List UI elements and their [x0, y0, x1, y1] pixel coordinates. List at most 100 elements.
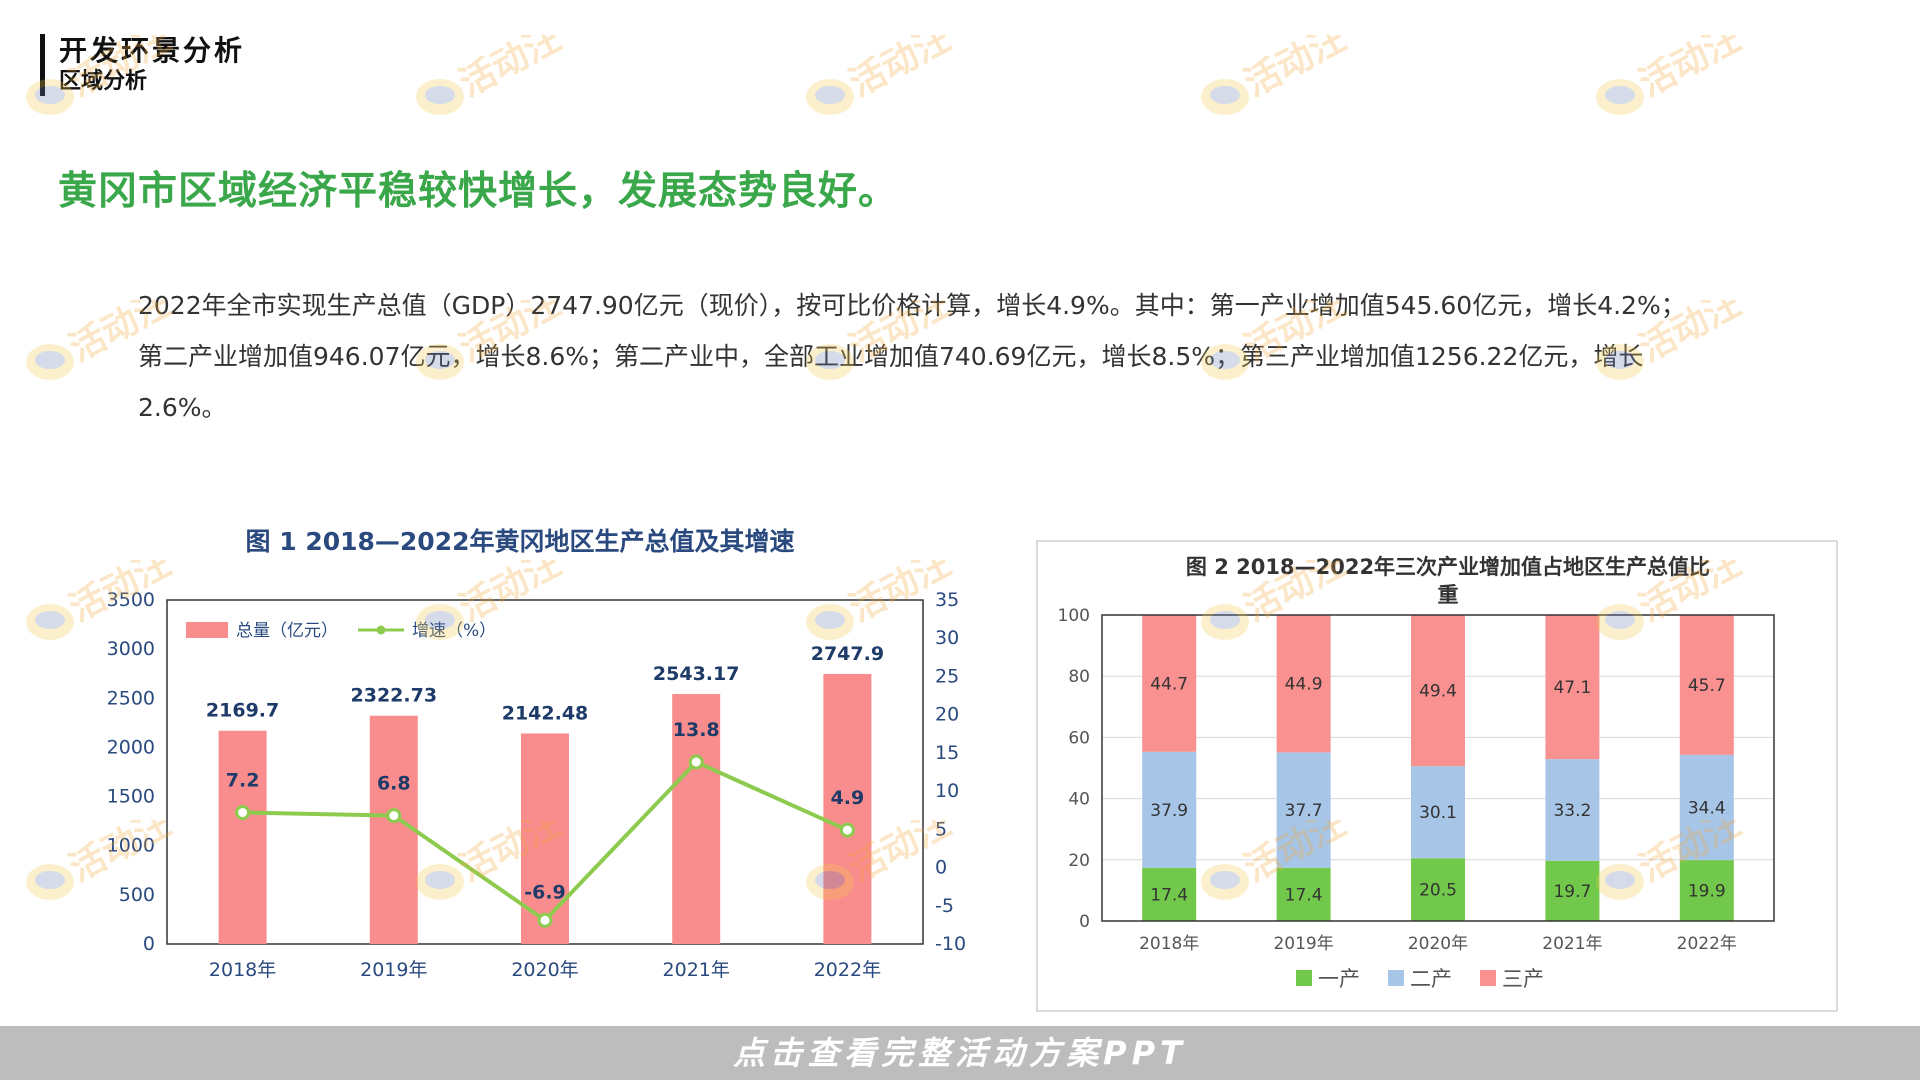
section-header: 开发环景分析 区域分析	[40, 34, 245, 96]
share-segment	[1411, 615, 1465, 767]
left-tick-label: 1000	[107, 835, 155, 857]
gdp-chart: 图 1 2018—2022年黄冈地区生产总值及其增速 0 500 1000 1500 2…	[107, 527, 966, 981]
y-tick-label: 0	[1079, 912, 1090, 932]
share-segment	[1545, 860, 1600, 921]
growth-point	[235, 805, 251, 821]
growth-point	[839, 822, 855, 838]
legend-label: 三产	[1502, 967, 1544, 991]
left-tick-label: 1500	[107, 786, 155, 808]
x-tick-label: 2021年	[1542, 934, 1602, 954]
gdp-value-label: 2169.7	[206, 700, 279, 722]
x-tick-label: 2020年	[1408, 934, 1468, 954]
share-value-label: 17.4	[1285, 885, 1323, 905]
gdp-bar	[369, 715, 418, 944]
chart2-y-axis: 0 20 40 60 80 100	[1058, 606, 1090, 932]
chart2-bars: 17.4 37.9 44.7 17.4 37.7 44.9 20.5 30.1 49.4 19.7…	[1142, 615, 1734, 921]
share-segment	[1276, 615, 1331, 753]
growth-value-label: 4.9	[831, 787, 865, 809]
share-value-label: 44.7	[1150, 674, 1188, 694]
legend-swatch	[1296, 970, 1312, 986]
x-tick-label: 2021年	[663, 959, 730, 981]
svg-text:活动汪: 活动汪	[453, 35, 568, 105]
right-tick-label: -10	[935, 933, 966, 955]
right-tick-label: 30	[935, 627, 959, 649]
watermark: 活动汪	[410, 18, 600, 134]
share-value-label: 44.9	[1285, 675, 1323, 695]
share-segment	[1679, 615, 1734, 755]
right-tick-label: 20	[935, 704, 959, 726]
legend-line-marker	[376, 625, 386, 635]
share-value-label: 17.4	[1150, 885, 1188, 905]
y-tick-label: 40	[1068, 790, 1090, 810]
share-segment	[1545, 615, 1600, 760]
x-tick-label: 2018年	[209, 959, 276, 981]
body-line: 2022年全市实现生产总值（GDP）2747.90亿元（现价），按可比价格计算，…	[138, 291, 1686, 320]
y-tick-label: 80	[1068, 667, 1090, 687]
watermark: 活动汪	[800, 18, 990, 134]
gdp-value-label: 2747.9	[811, 643, 884, 665]
left-tick-label: 2000	[107, 736, 155, 758]
legend-label: 二产	[1410, 967, 1452, 991]
section-title: 开发环景分析	[59, 34, 246, 67]
view-full-plan-banner[interactable]: 点击查看完整活动方案PPT	[0, 1026, 1920, 1080]
legend-swatch	[1480, 970, 1496, 986]
chart1-x-axis: 2018年 2019年 2020年 2021年 2022年	[209, 959, 881, 981]
gdp-value-label: 2543.17	[653, 663, 740, 685]
share-value-label: 33.2	[1553, 801, 1591, 821]
share-value-label: 47.1	[1553, 678, 1591, 698]
legend-bar-label: 总量（亿元）	[236, 621, 338, 641]
body-paragraph: 2022年全市实现生产总值（GDP）2747.90亿元（现价），按可比价格计算，…	[138, 280, 1788, 433]
share-segment	[1276, 752, 1331, 868]
left-tick-label: 3500	[107, 589, 155, 611]
chart2-x-axis: 2018年 2019年 2020年 2021年 2022年	[1139, 934, 1737, 954]
legend-swatch	[1388, 970, 1404, 986]
section-subtitle: 区域分析	[59, 69, 148, 94]
share-segment	[1545, 759, 1600, 861]
chart1-legend: 总量（亿元） 增速（%）	[186, 621, 496, 641]
left-tick-label: 3000	[107, 638, 155, 660]
legend-bar-swatch	[186, 622, 228, 638]
gdp-bar	[218, 730, 267, 944]
gdp-value-label: 2322.73	[351, 685, 438, 707]
left-tick-label: 0	[143, 933, 155, 955]
svg-text:活动汪: 活动汪	[843, 35, 958, 105]
growth-point	[386, 808, 402, 824]
share-segment	[1411, 858, 1465, 921]
share-segment	[1679, 860, 1734, 921]
chart1-growth-line: 7.2 6.8 -6.9 13.8 4.9	[226, 719, 865, 928]
left-tick-label: 500	[119, 884, 155, 906]
chart1-right-axis: -10 -5 0 5 10 15 20 25 30 35	[935, 589, 966, 955]
share-segment	[1411, 766, 1465, 859]
share-value-label: 19.9	[1688, 882, 1726, 902]
growth-value-label: -6.9	[524, 881, 566, 903]
chart2-legend: 一产 二产 三产	[1296, 967, 1544, 991]
gdp-bar	[823, 673, 872, 944]
svg-text:活动汪: 活动汪	[1633, 35, 1748, 105]
gdp-value-label: 2142.48	[502, 702, 589, 724]
legend-label: 一产	[1318, 967, 1360, 991]
watermark: 活动汪	[1195, 18, 1385, 134]
y-tick-label: 20	[1068, 851, 1090, 871]
chart1-bars: 2169.7 2322.73 2142.48 2543.17 2747.9	[206, 643, 884, 944]
growth-value-label: 7.2	[226, 770, 260, 792]
growth-point	[537, 912, 553, 928]
share-value-label: 45.7	[1688, 676, 1726, 696]
share-value-label: 49.4	[1419, 682, 1457, 702]
share-value-label: 37.7	[1285, 801, 1323, 821]
share-segment	[1679, 754, 1734, 861]
watermark: 活动汪	[1590, 18, 1780, 134]
body-line: 2.6%。	[138, 393, 227, 422]
industry-share-chart: 图 2 2018—2022年三次产业增加值占地区生产总值比 重 17.4 37.9…	[1036, 540, 1838, 1012]
headline: 黄冈市区域经济平稳较快增长，发展态势良好。	[58, 169, 899, 214]
y-tick-label: 100	[1058, 606, 1090, 626]
left-tick-label: 2500	[107, 687, 155, 709]
growth-value-label: 6.8	[377, 773, 411, 795]
share-segment	[1142, 867, 1197, 921]
legend-line-label: 增速（%）	[412, 621, 496, 641]
x-tick-label: 2019年	[1273, 934, 1333, 954]
chart1-left-axis: 0 500 1000 1500 2000 2500 3000 3500	[107, 589, 155, 955]
x-tick-label: 2022年	[814, 959, 881, 981]
right-tick-label: 25	[935, 665, 959, 687]
share-value-label: 34.4	[1688, 798, 1726, 818]
growth-point	[688, 754, 704, 770]
